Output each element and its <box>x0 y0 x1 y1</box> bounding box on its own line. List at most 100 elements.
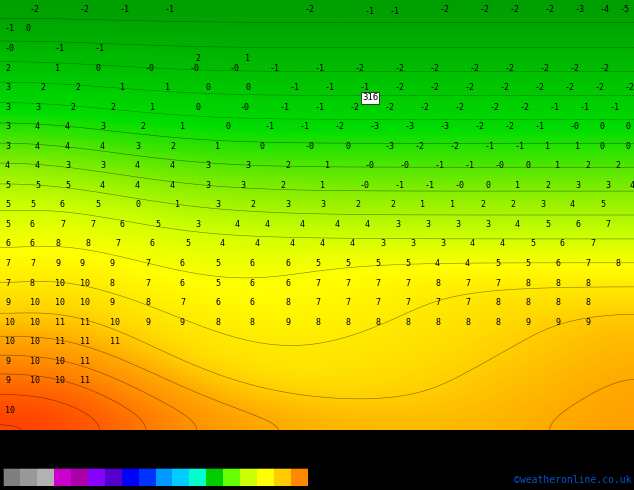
Text: 3: 3 <box>540 200 545 209</box>
Text: -1: -1 <box>535 122 545 131</box>
Text: 2: 2 <box>110 102 115 112</box>
Text: 30: 30 <box>236 487 244 490</box>
Text: 7: 7 <box>315 298 320 307</box>
Text: -0: -0 <box>305 142 315 151</box>
Text: 2: 2 <box>545 181 550 190</box>
Text: 6: 6 <box>250 259 255 268</box>
Text: 5: 5 <box>525 259 530 268</box>
Text: 6: 6 <box>180 259 185 268</box>
Text: -2: -2 <box>600 64 610 73</box>
Text: 8: 8 <box>85 240 90 248</box>
Text: 0: 0 <box>525 161 530 170</box>
Text: 4: 4 <box>465 259 470 268</box>
Text: 8: 8 <box>555 278 560 288</box>
Text: 5: 5 <box>185 240 190 248</box>
Text: 3: 3 <box>205 181 210 190</box>
Text: 10: 10 <box>80 278 90 288</box>
Text: 8: 8 <box>145 298 150 307</box>
Text: -1: -1 <box>165 5 175 14</box>
Text: 1: 1 <box>165 83 170 92</box>
Text: 3: 3 <box>5 102 10 112</box>
Text: 8: 8 <box>585 278 590 288</box>
Text: 8: 8 <box>215 318 220 327</box>
Text: -2: -2 <box>395 64 405 73</box>
Text: 3: 3 <box>440 240 445 248</box>
Text: 9: 9 <box>110 259 115 268</box>
Text: 10: 10 <box>55 357 65 366</box>
Text: -24: -24 <box>82 487 94 490</box>
Text: 5: 5 <box>215 259 220 268</box>
Text: 3: 3 <box>320 200 325 209</box>
Text: -0: -0 <box>365 161 375 170</box>
Text: 10: 10 <box>110 318 120 327</box>
Text: -3: -3 <box>575 5 585 14</box>
Text: 9: 9 <box>5 357 10 366</box>
Text: -54: -54 <box>0 487 9 490</box>
Text: -1: -1 <box>290 83 300 92</box>
Text: -2: -2 <box>565 83 575 92</box>
Text: -2: -2 <box>490 102 500 112</box>
Text: 4: 4 <box>515 220 520 229</box>
Text: 2: 2 <box>70 102 75 112</box>
Text: 42: 42 <box>270 487 278 490</box>
Text: 7: 7 <box>30 259 35 268</box>
Text: 0: 0 <box>345 142 350 151</box>
Text: 2: 2 <box>390 200 395 209</box>
Text: 3: 3 <box>395 220 400 229</box>
Bar <box>20 468 37 486</box>
Text: 11: 11 <box>80 318 90 327</box>
Text: 0: 0 <box>205 83 210 92</box>
Text: -1: -1 <box>435 161 445 170</box>
Text: 5: 5 <box>65 181 70 190</box>
Text: 18: 18 <box>202 487 210 490</box>
Text: -0: -0 <box>145 64 155 73</box>
Text: -2: -2 <box>535 83 545 92</box>
Text: -1: -1 <box>465 161 475 170</box>
Text: 10: 10 <box>55 376 65 385</box>
Text: 3: 3 <box>285 200 290 209</box>
Text: 9: 9 <box>5 298 10 307</box>
Text: 8: 8 <box>465 318 470 327</box>
Text: -1: -1 <box>95 44 105 53</box>
Text: 2: 2 <box>75 83 80 92</box>
Text: 2: 2 <box>250 200 255 209</box>
Text: 10: 10 <box>30 357 40 366</box>
Text: 6: 6 <box>575 220 580 229</box>
Text: 11: 11 <box>80 376 90 385</box>
Text: 4: 4 <box>265 220 270 229</box>
Text: -48: -48 <box>14 487 26 490</box>
Text: 8: 8 <box>315 318 320 327</box>
Bar <box>87 468 105 486</box>
Text: 7: 7 <box>145 278 150 288</box>
Text: 8: 8 <box>525 278 530 288</box>
Bar <box>190 468 206 486</box>
Text: -1: -1 <box>580 102 590 112</box>
Text: 3: 3 <box>205 161 210 170</box>
Text: 7: 7 <box>375 298 380 307</box>
Text: 7: 7 <box>405 298 410 307</box>
Text: 4: 4 <box>470 240 475 248</box>
Text: 8: 8 <box>345 318 350 327</box>
Text: 316: 316 <box>362 93 378 102</box>
Text: 5: 5 <box>375 259 380 268</box>
Text: 7: 7 <box>5 278 10 288</box>
Text: 4: 4 <box>135 181 140 190</box>
Text: 11: 11 <box>55 318 65 327</box>
Text: 0: 0 <box>485 181 490 190</box>
Text: 0: 0 <box>625 122 630 131</box>
Text: 4: 4 <box>320 240 325 248</box>
Text: -2: -2 <box>30 5 40 14</box>
Text: -0: -0 <box>360 181 370 190</box>
Text: 6: 6 <box>215 298 220 307</box>
Text: -2: -2 <box>510 5 520 14</box>
Text: 4: 4 <box>5 161 10 170</box>
Text: 8: 8 <box>615 259 620 268</box>
Text: 3: 3 <box>410 240 415 248</box>
Text: 3: 3 <box>245 161 250 170</box>
Text: 1: 1 <box>545 142 550 151</box>
Text: 7: 7 <box>180 298 185 307</box>
Text: 12: 12 <box>185 487 193 490</box>
Text: 4: 4 <box>220 240 225 248</box>
Text: 5: 5 <box>405 259 410 268</box>
Text: -2: -2 <box>450 142 460 151</box>
